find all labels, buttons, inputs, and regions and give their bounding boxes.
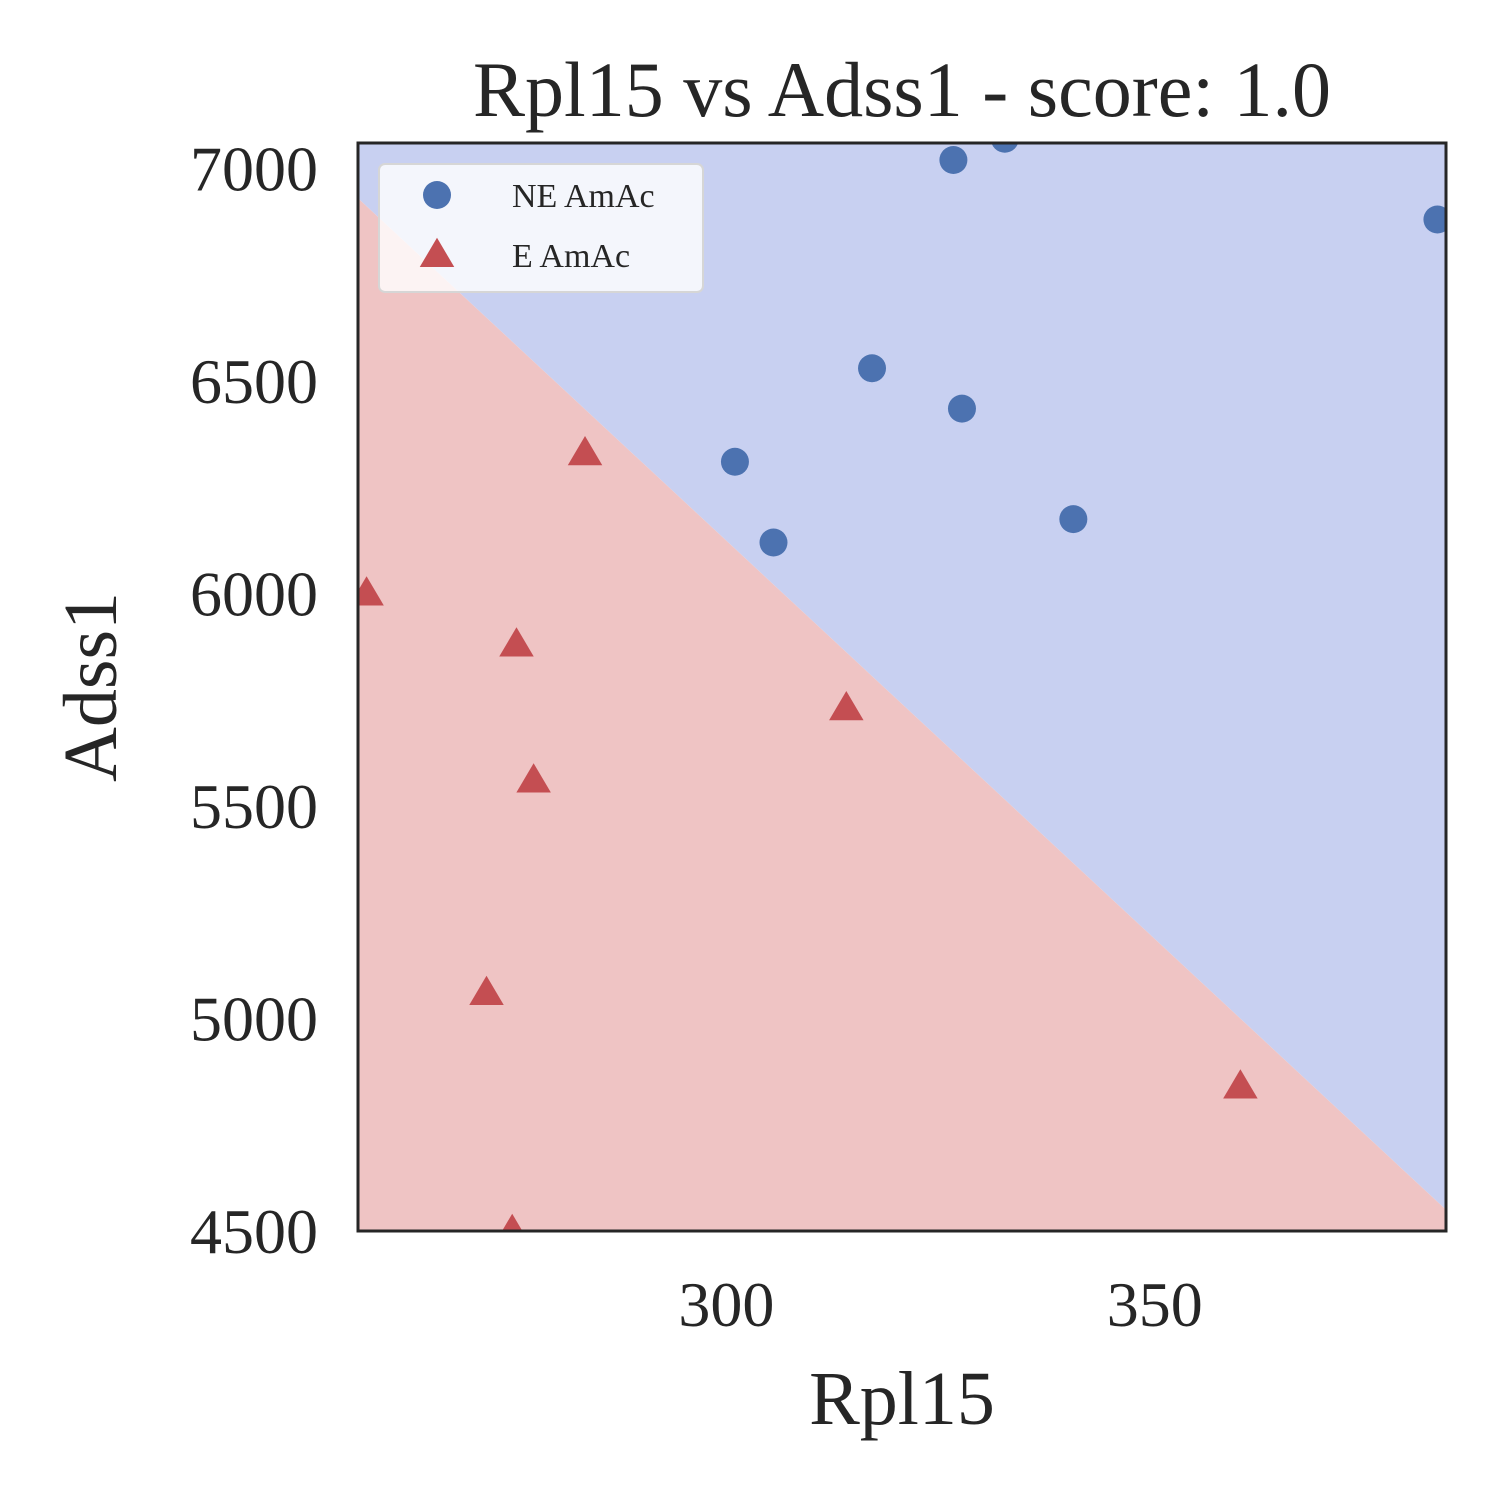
legend: NE AmAc E AmAc bbox=[378, 163, 704, 293]
point-ne-amac-2 bbox=[858, 354, 887, 383]
point-ne-amac-6 bbox=[1059, 505, 1088, 534]
legend-marker-e-amac bbox=[419, 237, 455, 267]
y-axis-label: Adss1 bbox=[49, 592, 133, 782]
x-axis-label: Rpl15 bbox=[809, 1357, 995, 1441]
y-tick-5500: 5500 bbox=[190, 771, 318, 842]
x-axis-ticks: 300 350 bbox=[678, 1269, 1202, 1340]
y-tick-7000: 7000 bbox=[190, 134, 318, 205]
region-ne-amac bbox=[358, 143, 1446, 1210]
point-ne-amac-0 bbox=[720, 447, 749, 476]
x-tick-350: 350 bbox=[1107, 1269, 1203, 1340]
point-ne-amac-3 bbox=[939, 146, 968, 174]
point-ne-amac-5 bbox=[991, 143, 1019, 153]
y-tick-6000: 6000 bbox=[190, 559, 318, 630]
point-e-amac-3 bbox=[567, 436, 603, 466]
y-tick-5000: 5000 bbox=[190, 984, 318, 1055]
point-ne-amac-1 bbox=[759, 528, 788, 557]
point-e-amac-0 bbox=[358, 576, 384, 606]
x-tick-300: 300 bbox=[678, 1269, 774, 1340]
point-e-amac-1 bbox=[499, 627, 534, 657]
decision-regions bbox=[358, 143, 1446, 1231]
point-e-amac-7 bbox=[1223, 1069, 1258, 1099]
y-tick-6500: 6500 bbox=[190, 346, 318, 417]
legend-label-ne-amac: NE AmAc bbox=[512, 178, 655, 215]
point-e-amac-2 bbox=[516, 763, 551, 793]
point-e-amac-4 bbox=[469, 975, 504, 1005]
legend-box bbox=[378, 163, 704, 293]
point-ne-amac-4 bbox=[947, 394, 976, 423]
point-e-amac-6 bbox=[829, 691, 864, 721]
chart-title: Rpl15 vs Adss1 - score: 1.0 bbox=[473, 46, 1331, 133]
y-axis-ticks: 4500 5000 5500 6000 6500 7000 bbox=[190, 134, 318, 1268]
y-tick-4500: 4500 bbox=[190, 1196, 318, 1267]
data-points bbox=[358, 143, 1446, 1231]
legend-label-e-amac: E AmAc bbox=[512, 238, 630, 275]
plot-frame bbox=[356, 141, 1448, 1233]
region-e-amac bbox=[358, 198, 1446, 1231]
point-ne-amac-7 bbox=[1423, 205, 1446, 234]
legend-marker-ne-amac bbox=[423, 181, 451, 209]
point-e-amac-5 bbox=[502, 1213, 523, 1231]
